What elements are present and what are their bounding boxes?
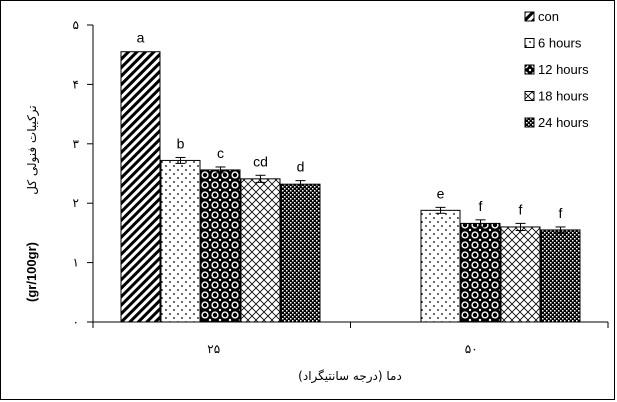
bar-significance-label: e xyxy=(437,185,445,201)
legend-label: 18 hours xyxy=(538,89,589,104)
bar-12-hours-1 xyxy=(460,222,501,323)
y-axis-title-units: (gr/100gr) xyxy=(24,242,39,302)
x-tick-label: ۵۰ xyxy=(465,342,478,356)
bar-significance-label: c xyxy=(217,145,224,161)
chart-bar-labels: a b c cd d e f f f xyxy=(137,30,563,221)
legend-swatch xyxy=(524,38,535,48)
x-tick-label: ۲۵ xyxy=(207,342,220,356)
bar-12-hours-0 xyxy=(200,169,241,323)
legend-label: con xyxy=(538,9,559,24)
legend-swatch xyxy=(524,91,535,101)
chart-bars xyxy=(120,51,581,323)
y-tick-label: ۱ xyxy=(73,256,79,270)
bar-significance-label: a xyxy=(137,30,145,46)
bar-6-hours-0 xyxy=(160,159,201,323)
bar-significance-label: b xyxy=(177,135,185,151)
bar-significance-label: cd xyxy=(253,153,268,169)
y-axis-title: ترکیبات فنولی کل xyxy=(25,105,40,195)
y-tick-label: ۴ xyxy=(73,77,79,91)
y-tick-label: ۳ xyxy=(73,137,80,151)
bar-con-0 xyxy=(120,51,161,323)
bar-24-hours-1 xyxy=(540,229,581,323)
y-tick-label: ۰ xyxy=(73,315,79,329)
legend-label: 24 hours xyxy=(538,115,589,130)
bar-significance-label: f xyxy=(519,201,523,217)
chart-legend: con 6 hours 12 hours 18 hours 24 hours xyxy=(524,9,589,130)
bar-significance-label: d xyxy=(297,159,305,175)
legend-swatch xyxy=(524,11,535,22)
bar-24-hours-0 xyxy=(280,183,321,323)
bar-6-hours-1 xyxy=(420,209,461,323)
y-tick-label: ۲ xyxy=(73,196,79,210)
legend-swatch xyxy=(524,64,535,75)
bar-18-hours-1 xyxy=(500,226,541,323)
legend-label: 6 hours xyxy=(538,36,582,51)
bar-significance-label: f xyxy=(479,198,483,214)
legend-label: 12 hours xyxy=(538,62,589,77)
y-tick-label: ۵ xyxy=(73,18,79,32)
legend-swatch xyxy=(524,117,535,128)
bar-significance-label: f xyxy=(559,205,563,221)
x-axis-title: دما (درجه سانتیگراد) xyxy=(298,369,402,384)
bar-18-hours-0 xyxy=(240,178,281,323)
